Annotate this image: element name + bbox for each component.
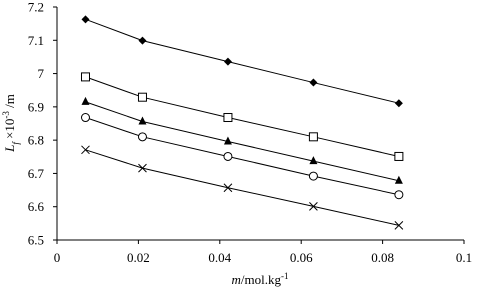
- x-tick-label: 0: [54, 250, 61, 265]
- marker: [309, 156, 318, 165]
- marker: [81, 15, 90, 24]
- marker: [138, 116, 147, 125]
- marker: [80, 113, 90, 123]
- y-tick-label: 6.7: [28, 166, 45, 181]
- marker: [223, 183, 233, 193]
- y-tick-label: 6.6: [28, 199, 45, 214]
- marker: [81, 145, 90, 155]
- x-tick-label: 0.08: [371, 250, 394, 265]
- y-tick-label: 7.2: [28, 0, 44, 15]
- ylabel-part: -3: [1, 111, 11, 119]
- x-tick-label: 0.1: [456, 250, 472, 265]
- marker: [223, 57, 232, 66]
- marker: [394, 99, 403, 108]
- trend-line: [85, 117, 399, 196]
- y-tick-label: 7.1: [28, 33, 44, 48]
- marker: [223, 151, 233, 161]
- marker: [394, 221, 404, 230]
- marker: [308, 171, 318, 181]
- ylabel-part: L: [2, 145, 17, 153]
- y-axis-label: Lf ×10-3 /m: [1, 94, 21, 153]
- y-tick-label: 7: [38, 66, 45, 81]
- xlabel-part: m: [232, 272, 241, 287]
- marker: [308, 132, 318, 142]
- trend-line: [85, 18, 399, 104]
- xlabel-part: /mol.kg: [241, 272, 282, 287]
- marker: [309, 202, 318, 211]
- xlabel-part: -1: [281, 271, 289, 281]
- marker: [223, 113, 233, 123]
- ylabel-part: ×10: [2, 119, 17, 143]
- marker: [394, 175, 403, 184]
- marker: [137, 132, 147, 142]
- marker: [223, 136, 232, 145]
- marker: [394, 190, 404, 200]
- y-tick-label: 6.8: [28, 133, 44, 148]
- marker: [394, 151, 404, 161]
- trend-line: [85, 149, 399, 226]
- marker: [138, 36, 147, 45]
- trend-line: [85, 101, 399, 182]
- y-tick-label: 6.9: [28, 99, 44, 114]
- marker: [309, 78, 318, 87]
- ylabel-part: f: [11, 141, 21, 145]
- marker: [138, 163, 147, 173]
- x-tick-label: 0.02: [127, 250, 150, 265]
- ylabel-part: /m: [2, 94, 17, 111]
- marker: [80, 72, 90, 82]
- marker: [81, 96, 90, 105]
- x-axis-label: m/mol.kg-1: [232, 271, 289, 287]
- y-tick-label: 6.5: [28, 233, 44, 248]
- marker: [137, 92, 147, 102]
- x-tick-label: 0.06: [290, 250, 313, 265]
- x-tick-label: 0.04: [208, 250, 231, 265]
